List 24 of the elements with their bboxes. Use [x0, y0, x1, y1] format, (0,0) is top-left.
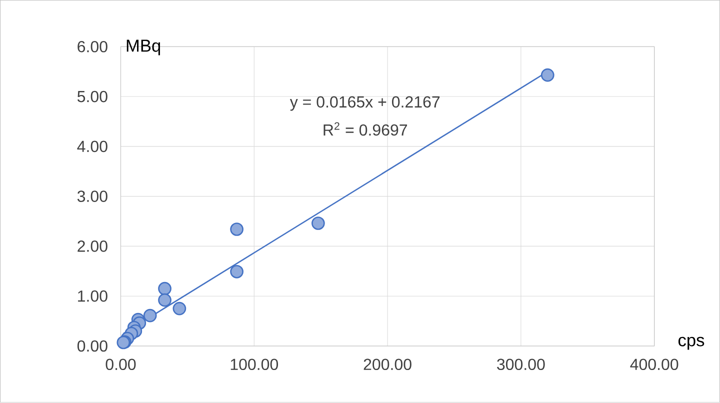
- point: [230, 222, 244, 236]
- x-tick-label: 200.00: [364, 358, 412, 370]
- x-tick-label: 0.00: [106, 358, 136, 370]
- x-axis-title: cps: [678, 337, 704, 350]
- y-tick-label: 6.00: [78, 41, 108, 52]
- x-tick-label: 400.00: [630, 358, 678, 370]
- x-tick-label: 100.00: [230, 358, 278, 370]
- y-tick-label: 0.00: [77, 340, 108, 352]
- point: [158, 294, 172, 307]
- point: [172, 302, 186, 316]
- point: [230, 265, 244, 278]
- point: [311, 216, 325, 230]
- y-tick-label: 2.00: [78, 240, 108, 252]
- annotation: y = 0.0165x + 0.2167: [290, 96, 440, 111]
- point: [158, 282, 172, 296]
- point: [143, 309, 157, 322]
- y-tick-label: 4.00: [77, 140, 108, 152]
- y-tick-label: 3.00: [77, 190, 108, 202]
- y-tick-label: 1.00: [78, 290, 108, 302]
- y-axis-title: MBq: [126, 40, 160, 56]
- x-tick-label: 300.00: [497, 358, 545, 370]
- point: [540, 68, 554, 82]
- annotation: R$^{2}$ = 0.9697: [324, 122, 408, 136]
- y-tick-label: 5.00: [77, 91, 108, 102]
